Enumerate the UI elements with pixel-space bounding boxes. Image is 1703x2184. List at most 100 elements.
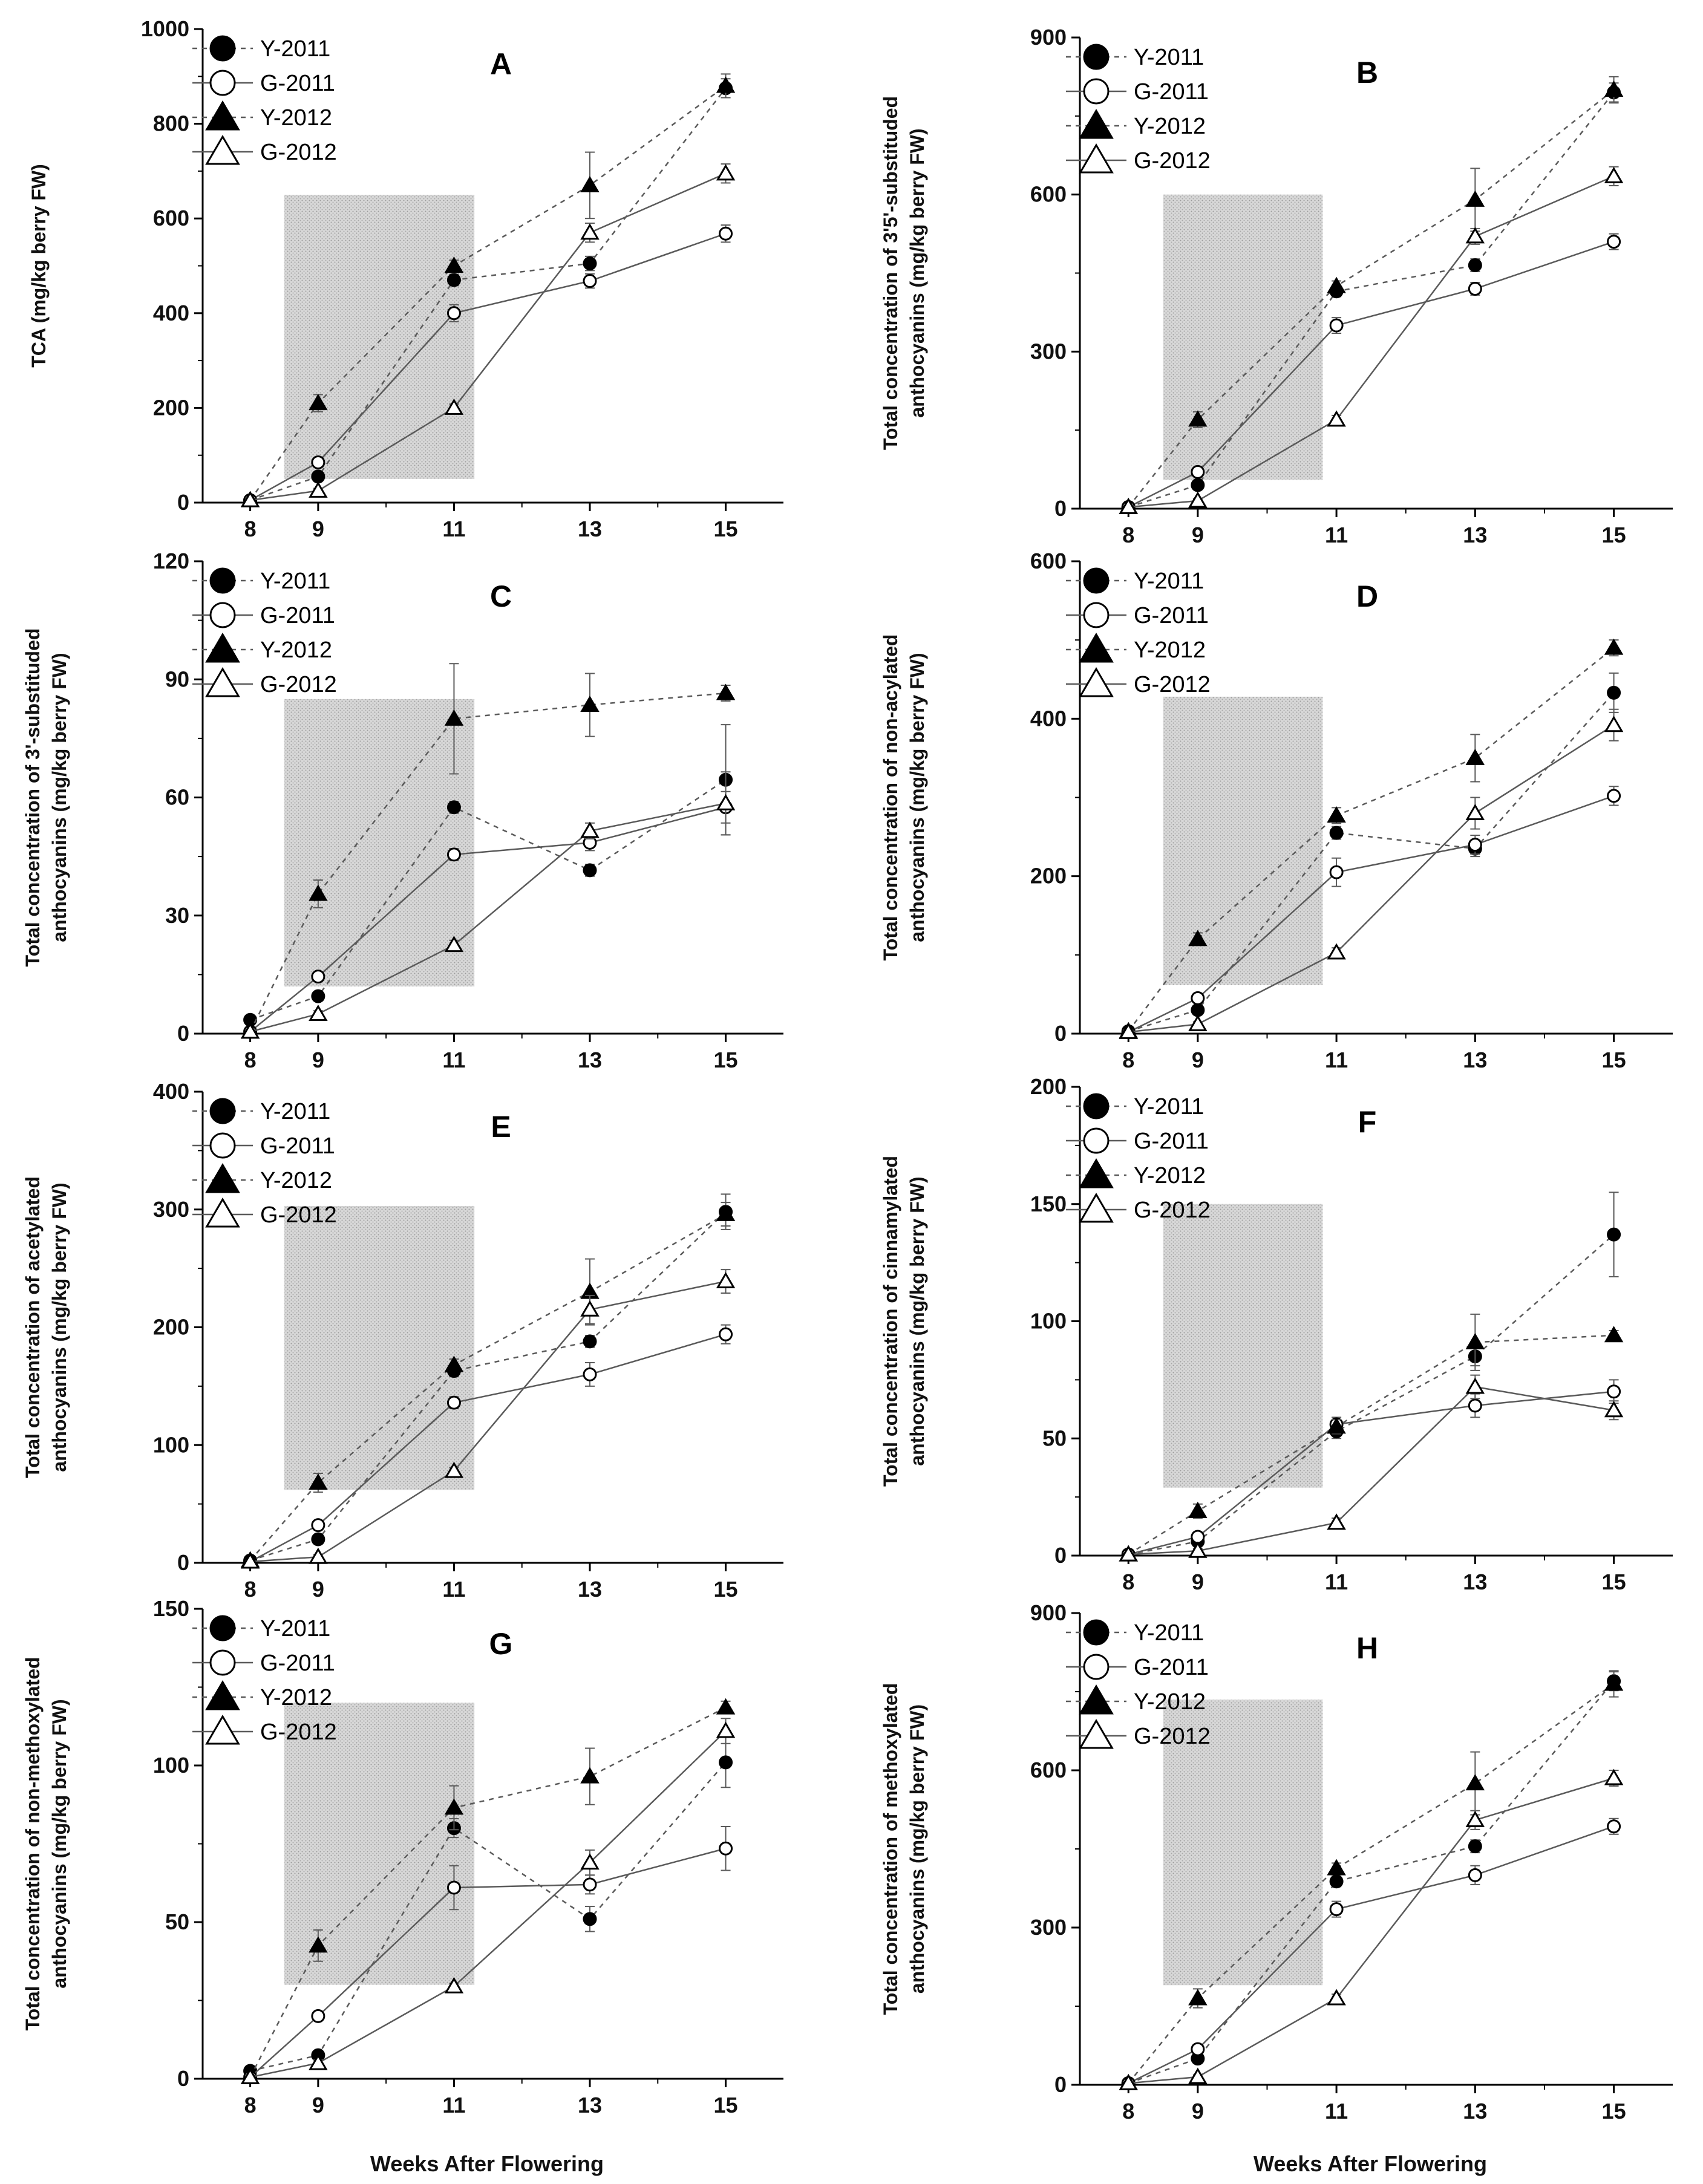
data-point bbox=[583, 274, 597, 288]
x-tick-label: 9 bbox=[1192, 1048, 1204, 1072]
legend-label: Y-2012 bbox=[260, 637, 332, 663]
data-point bbox=[716, 164, 736, 181]
data-point bbox=[1465, 1377, 1485, 1394]
legend-marker bbox=[209, 70, 236, 96]
x-tick-label: 11 bbox=[1325, 1570, 1348, 1594]
x-tick-label: 9 bbox=[312, 1577, 324, 1602]
data-point bbox=[1191, 1003, 1205, 1017]
y-tick-label: 900 bbox=[1030, 25, 1067, 50]
data-point bbox=[580, 175, 600, 192]
legend-label: Y-2012 bbox=[1134, 1689, 1206, 1715]
legend: Y-2011 G-2011 Y-2012 G-2012 bbox=[192, 1615, 337, 1745]
data-point bbox=[716, 1721, 736, 1738]
data-point bbox=[311, 469, 325, 484]
panel-b: 0 300 600 900 8 9 11 13 15 Total concentration of… bbox=[880, 25, 1673, 547]
data-point bbox=[1465, 1810, 1485, 1827]
data-point bbox=[716, 1205, 736, 1222]
legend: Y-2011 G-2011 Y-2012 G-2012 bbox=[1066, 1619, 1211, 1749]
panel-label: H bbox=[1356, 1631, 1378, 1665]
data-point bbox=[309, 481, 328, 498]
data-point bbox=[444, 936, 464, 953]
panel-d: 0 200 400 600 8 9 11 13 15 Total concentration of… bbox=[880, 549, 1673, 1072]
y-tick-label: 600 bbox=[153, 206, 189, 230]
y-tick-label: 300 bbox=[1030, 339, 1067, 363]
data-point bbox=[1604, 80, 1624, 97]
legend-marker bbox=[1079, 1719, 1114, 1749]
y-tick-label: 0 bbox=[177, 1021, 189, 1046]
data-point bbox=[1604, 1674, 1624, 1691]
legend-marker bbox=[1079, 1158, 1114, 1188]
data-point bbox=[1119, 2073, 1138, 2090]
data-point bbox=[1604, 638, 1624, 655]
x-tick-label: 9 bbox=[1192, 1570, 1204, 1594]
data-point bbox=[446, 306, 461, 321]
y-axis-label: anthocyanins (mg/kg berry FW) bbox=[906, 128, 928, 417]
y-tick-label: 200 bbox=[153, 395, 189, 420]
series-line bbox=[1128, 1680, 1615, 2084]
data-point bbox=[580, 821, 600, 838]
panel-f: 0 50 100 150 200 8 9 11 13 15 Total concentration … bbox=[880, 1074, 1673, 1594]
legend-marker bbox=[205, 633, 240, 663]
x-tick-label: 15 bbox=[714, 1577, 738, 1602]
y-tick-label: 50 bbox=[165, 1909, 189, 1934]
data-point bbox=[1327, 276, 1346, 293]
data-point bbox=[580, 1767, 600, 1784]
legend-label: Y-2012 bbox=[1134, 1163, 1206, 1188]
y-tick-label: 150 bbox=[153, 1596, 189, 1621]
y-tick-label: 0 bbox=[1054, 1543, 1067, 1568]
data-point bbox=[1465, 1332, 1485, 1349]
y-tick-label: 200 bbox=[1030, 864, 1067, 888]
x-tick-label: 13 bbox=[1463, 1048, 1487, 1072]
series-g-2012 bbox=[1119, 166, 1624, 514]
legend-label: Y-2011 bbox=[260, 1099, 330, 1124]
legend-label: Y-2011 bbox=[260, 36, 330, 62]
x-tick-label: 8 bbox=[1122, 1048, 1134, 1072]
legend-label: G-2012 bbox=[260, 1202, 337, 1228]
legend-label: Y-2011 bbox=[260, 569, 330, 594]
series-y-2012 bbox=[1119, 638, 1624, 1038]
data-point bbox=[311, 2009, 325, 2023]
data-point bbox=[1604, 1326, 1624, 1343]
y-tick-label: 120 bbox=[153, 549, 189, 573]
data-point bbox=[1191, 478, 1205, 492]
legend-label: G-2011 bbox=[1134, 603, 1209, 628]
x-tick-label: 11 bbox=[442, 517, 465, 541]
y-axis-label: Total concentration of 3'5'-substituded bbox=[880, 96, 901, 450]
legend-marker bbox=[205, 1198, 240, 1228]
data-point bbox=[719, 1755, 733, 1770]
data-point bbox=[1468, 1398, 1482, 1413]
legend-marker bbox=[205, 1715, 240, 1745]
data-point bbox=[309, 884, 328, 901]
data-point bbox=[1327, 1417, 1346, 1434]
data-point bbox=[1607, 685, 1621, 700]
data-point bbox=[1188, 2067, 1208, 2084]
x-tick-label: 13 bbox=[578, 517, 602, 541]
y-axis-label: TCA (mg/kg berry FW) bbox=[28, 164, 50, 368]
data-point bbox=[719, 226, 733, 241]
data-point bbox=[583, 1334, 597, 1349]
x-tick-label: 11 bbox=[1325, 523, 1348, 547]
data-point bbox=[240, 491, 260, 507]
legend-label: G-2011 bbox=[1134, 1655, 1209, 1680]
x-tick-label: 13 bbox=[1463, 1570, 1487, 1594]
legend-marker bbox=[1079, 143, 1114, 174]
legend-label: G-2012 bbox=[1134, 148, 1211, 174]
x-tick-label: 13 bbox=[578, 2093, 602, 2117]
data-point bbox=[1604, 1401, 1624, 1418]
x-tick-label: 9 bbox=[312, 517, 324, 541]
data-point bbox=[580, 223, 600, 240]
x-tick-label: 15 bbox=[714, 2093, 738, 2117]
data-point bbox=[583, 1877, 597, 1892]
legend-marker bbox=[209, 1615, 236, 1641]
panel-g: 0 50 100 150 8 9 11 13 15 Total concentration of … bbox=[22, 1596, 783, 2176]
legend-label: G-2012 bbox=[1134, 1724, 1211, 1749]
y-tick-label: 0 bbox=[1054, 496, 1067, 521]
x-tick-label: 11 bbox=[442, 2093, 465, 2117]
x-tick-label: 8 bbox=[244, 2093, 257, 2117]
legend-label: G-2011 bbox=[260, 603, 335, 628]
data-point bbox=[1607, 235, 1621, 249]
series-g-2012 bbox=[240, 1718, 736, 2084]
data-point bbox=[1468, 258, 1482, 273]
data-point bbox=[1119, 497, 1138, 514]
legend-label: Y-2011 bbox=[1134, 1094, 1204, 1120]
